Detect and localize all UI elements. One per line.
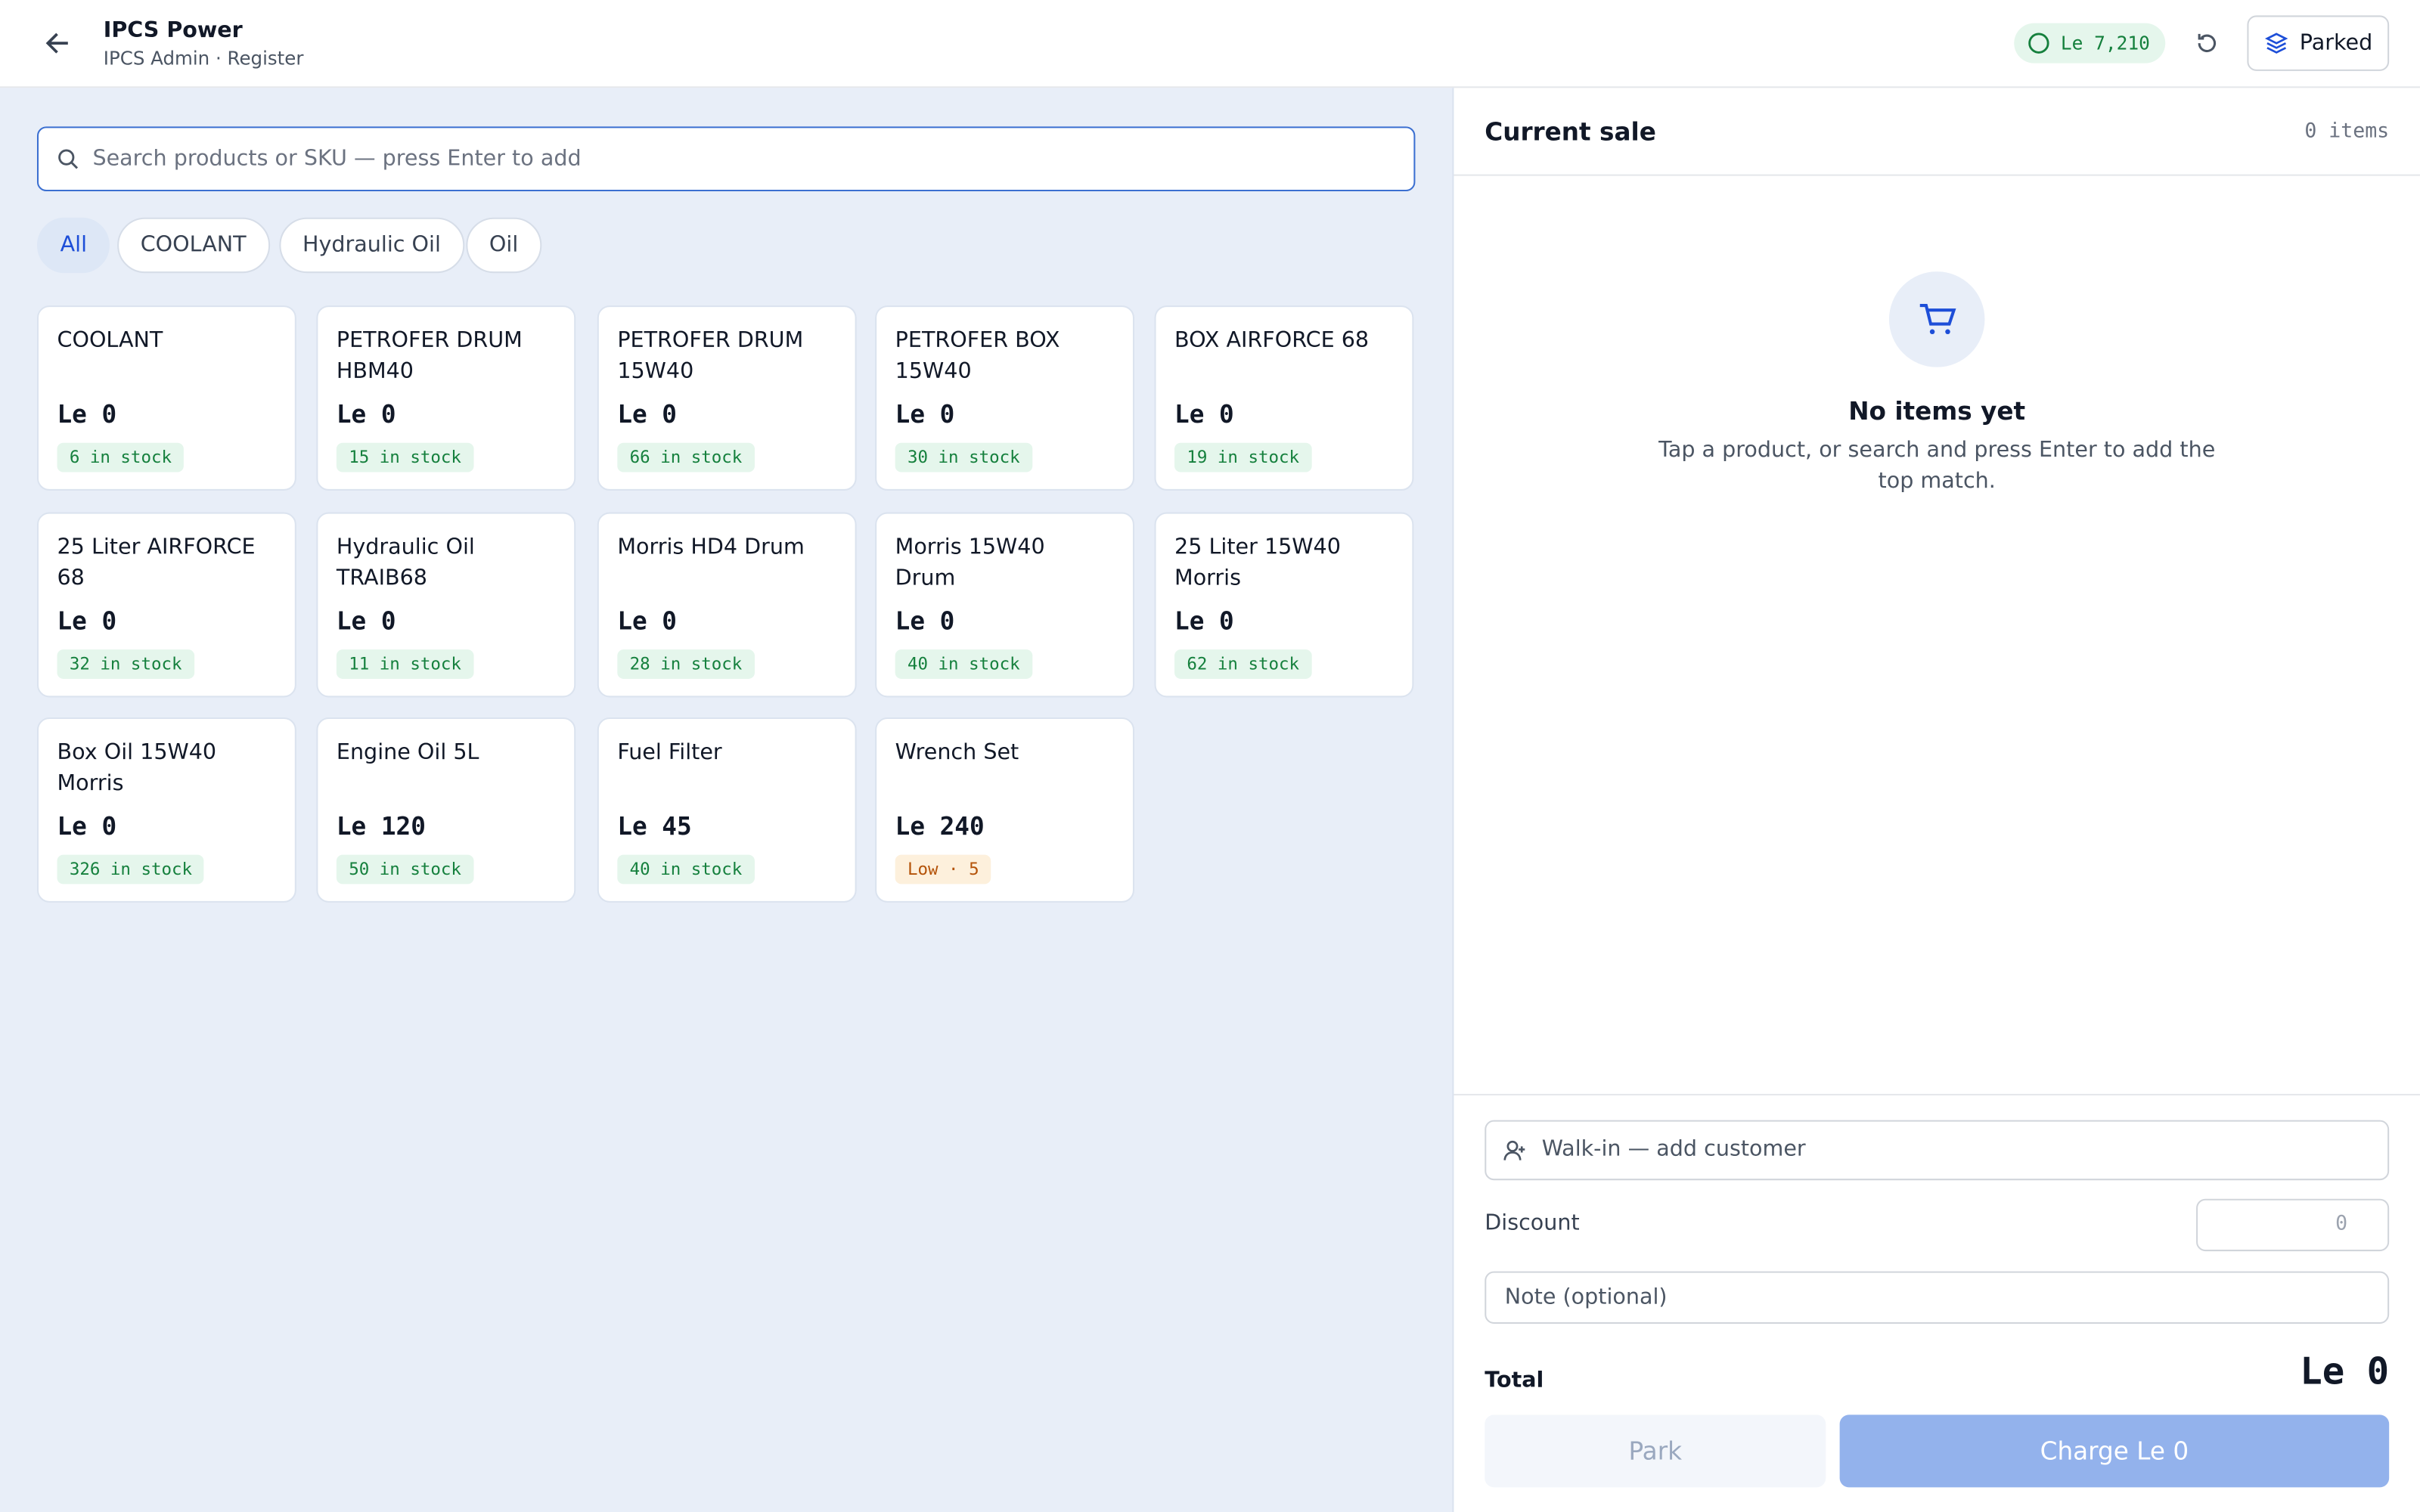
discount-input[interactable]: 0: [2196, 1198, 2390, 1252]
product-card[interactable]: BOX AIRFORCE 68 Le 0 19 in stock: [1154, 305, 1414, 491]
stock-badge: 32 in stock: [57, 649, 194, 679]
balance: Le 7,210: [2014, 23, 2166, 64]
parked-button[interactable]: Parked: [2247, 15, 2390, 71]
product-price: Le 0: [336, 399, 396, 429]
product-price: Le 120: [336, 811, 426, 841]
product-price: Le 0: [57, 606, 117, 636]
cart-panel: Current sale 0 items No items yet Tap a …: [1454, 88, 2420, 1512]
filter-chip[interactable]: All: [36, 217, 110, 274]
search-input[interactable]: Search products or SKU — press Enter to …: [36, 126, 1416, 192]
stock-badge: 62 in stock: [1174, 649, 1312, 679]
product-name: PETROFER DRUM 15W40: [617, 328, 804, 385]
product-name: 25 Liter AIRFORCE 68: [57, 535, 256, 591]
user-icon: [1503, 1140, 1525, 1160]
stock-badge: 30 in stock: [895, 442, 1033, 472]
subtitle: IPCS Admin · Register: [103, 48, 304, 70]
divider: [1454, 1093, 2420, 1095]
stock-badge: 50 in stock: [336, 854, 474, 885]
money-icon: [2028, 33, 2049, 54]
product-price: Le 0: [57, 811, 117, 841]
stock-badge: 6 in stock: [57, 442, 185, 472]
product-price: Le 0: [617, 606, 677, 636]
item-count: 0 items: [2304, 120, 2390, 144]
filter-chip[interactable]: Oil: [466, 217, 541, 274]
stock-badge: 326 in stock: [57, 854, 205, 885]
product-name: Box Oil 15W40 Morris: [57, 740, 217, 797]
product-card[interactable]: PETROFER DRUM HBM40 Le 0 15 in stock: [316, 305, 576, 491]
product-price: Le 45: [617, 811, 692, 841]
product-panel: Search products or SKU — press Enter to …: [0, 88, 1454, 1512]
divider: [1454, 174, 2420, 176]
stock-badge: Low · 5: [895, 854, 991, 885]
search-icon: [58, 149, 79, 169]
product-card[interactable]: COOLANT Le 0 6 in stock: [36, 305, 296, 491]
product-card[interactable]: Morris HD4 Drum Le 0 28 in stock: [597, 512, 857, 698]
product-name: Hydraulic Oil TRAIB68: [336, 535, 475, 591]
stock-badge: 40 in stock: [617, 854, 755, 885]
stock-badge: 11 in stock: [336, 649, 474, 679]
product-name: Morris 15W40 Drum: [895, 535, 1045, 591]
product-card[interactable]: 25 Liter AIRFORCE 68 Le 0 32 in stock: [36, 512, 296, 698]
product-card[interactable]: Fuel Filter Le 45 40 in stock: [597, 717, 857, 903]
customer-input[interactable]: Walk-in — add customer: [1485, 1120, 2390, 1181]
product-name: Fuel Filter: [617, 740, 722, 766]
product-name: Morris HD4 Drum: [617, 535, 805, 560]
product-price: Le 0: [895, 606, 955, 636]
stock-badge: 66 in stock: [617, 442, 755, 472]
product-price: Le 0: [1174, 606, 1234, 636]
filter-chip[interactable]: COOLANT: [117, 217, 270, 274]
product-name: 25 Liter 15W40 Morris: [1174, 535, 1341, 591]
product-card[interactable]: 25 Liter 15W40 Morris Le 0 62 in stock: [1154, 512, 1414, 698]
refresh-button[interactable]: [2195, 31, 2220, 56]
note-input[interactable]: Note (optional): [1485, 1271, 2390, 1325]
product-name: Engine Oil 5L: [336, 740, 479, 766]
product-price: Le 240: [895, 811, 985, 841]
stock-badge: 19 in stock: [1174, 442, 1312, 472]
cart-icon: [1888, 271, 1985, 367]
back-button[interactable]: [43, 29, 71, 57]
empty-title: No items yet: [1848, 396, 2026, 426]
discount-label: Discount: [1485, 1211, 1580, 1236]
cart-title: Current sale: [1485, 117, 1656, 147]
product-card[interactable]: Box Oil 15W40 Morris Le 0 326 in stock: [36, 717, 296, 903]
total-value: Le 0: [2300, 1349, 2390, 1393]
filter-chip[interactable]: Hydraulic Oil: [279, 217, 464, 274]
product-name: COOLANT: [57, 328, 163, 354]
empty-text: Tap a product, or search and press Enter…: [1658, 438, 2216, 494]
product-card[interactable]: Morris 15W40 Drum Le 0 40 in stock: [875, 512, 1134, 698]
charge-button[interactable]: Charge Le 0: [1839, 1414, 2390, 1488]
stock-badge: 15 in stock: [336, 442, 474, 472]
total-label: Total: [1485, 1368, 1544, 1393]
product-card[interactable]: PETROFER BOX 15W40 Le 0 30 in stock: [875, 305, 1134, 491]
product-name: BOX AIRFORCE 68: [1174, 328, 1370, 354]
product-card[interactable]: Hydraulic Oil TRAIB68 Le 0 11 in stock: [316, 512, 576, 698]
product-price: Le 0: [895, 399, 955, 429]
product-card[interactable]: Engine Oil 5L Le 120 50 in stock: [316, 717, 576, 903]
product-name: PETROFER DRUM HBM40: [336, 328, 523, 385]
product-card[interactable]: PETROFER DRUM 15W40 Le 0 66 in stock: [597, 305, 857, 491]
product-card[interactable]: Wrench Set Le 240 Low · 5: [875, 717, 1134, 903]
product-price: Le 0: [57, 399, 117, 429]
stock-badge: 40 in stock: [895, 649, 1033, 679]
park-button[interactable]: Park: [1485, 1414, 1826, 1488]
product-price: Le 0: [336, 606, 396, 636]
title: IPCS Power: [103, 18, 243, 44]
product-price: Le 0: [617, 399, 677, 429]
layers-icon: [2264, 33, 2288, 54]
header: IPCS Power IPCS Admin · Register Le 7,21…: [0, 0, 2420, 88]
product-name: PETROFER BOX 15W40: [895, 328, 1060, 385]
product-name: Wrench Set: [895, 740, 1019, 766]
stock-badge: 28 in stock: [617, 649, 755, 679]
product-price: Le 0: [1174, 399, 1234, 429]
search-placeholder: Search products or SKU — press Enter to …: [92, 146, 582, 172]
